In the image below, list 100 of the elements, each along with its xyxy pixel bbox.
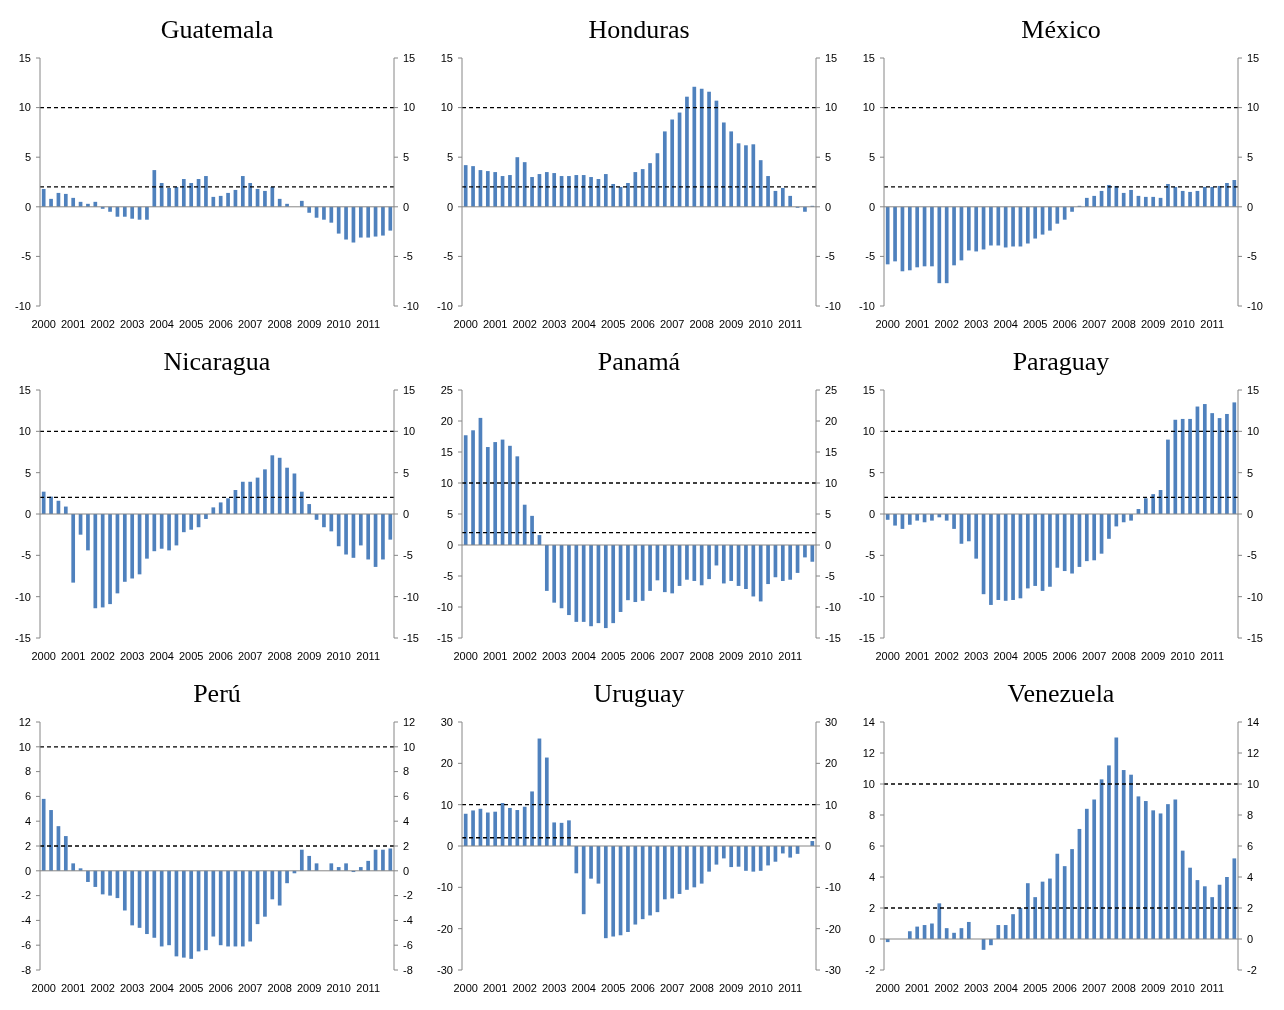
x-tick-label: 2009 bbox=[1140, 318, 1166, 330]
y2-tick-label: 10 bbox=[825, 476, 838, 489]
y2-tick-label: 5 bbox=[1247, 466, 1254, 479]
y2-tick-label: 10 bbox=[825, 101, 838, 114]
y-tick-label: 10 bbox=[18, 740, 31, 753]
x-tick-label: 2007 bbox=[1081, 318, 1107, 330]
x-tick-label: 2011 bbox=[356, 318, 381, 330]
x-tick-label: 2011 bbox=[1200, 982, 1225, 994]
x-tick-label: 2004 bbox=[993, 982, 1018, 994]
y2-tick-label: -10 bbox=[1247, 299, 1263, 312]
x-tick-label: 2002 bbox=[512, 318, 537, 330]
x-tick-label: 2007 bbox=[659, 650, 685, 662]
y2-tick-label: 0 bbox=[403, 864, 410, 877]
y-tick-label: 15 bbox=[440, 445, 453, 458]
x-tick-label: 2007 bbox=[1081, 650, 1107, 662]
x-tick-label: 2009 bbox=[1140, 650, 1166, 662]
y-tick-label: 10 bbox=[862, 101, 875, 114]
x-tick-label: 2009 bbox=[296, 318, 322, 330]
x-tick-label: 2008 bbox=[267, 982, 292, 994]
x-tick-label: 2008 bbox=[689, 650, 714, 662]
y-tick-label: -15 bbox=[437, 631, 453, 644]
y-tick-label: 0 bbox=[446, 200, 453, 213]
x-tick-label: 2003 bbox=[963, 982, 989, 994]
x-tick-label: 2006 bbox=[1052, 318, 1077, 330]
y-tick-label: 4 bbox=[868, 870, 875, 883]
x-tick-label: 2001 bbox=[904, 650, 930, 662]
y2-tick-label: 0 bbox=[403, 507, 410, 520]
x-tick-label: 2006 bbox=[208, 318, 233, 330]
y2-tick-label: 10 bbox=[403, 740, 416, 753]
y-tick-label: 12 bbox=[862, 746, 875, 759]
y2-tick-label: 15 bbox=[825, 51, 838, 64]
chart-title: Venezuela bbox=[1007, 679, 1115, 708]
y2-tick-label: 15 bbox=[403, 51, 416, 64]
x-tick-label: 2009 bbox=[296, 982, 322, 994]
y-tick-label: 15 bbox=[18, 383, 31, 396]
y-tick-label: -10 bbox=[15, 590, 31, 603]
x-tick-label: 2001 bbox=[904, 318, 930, 330]
y-tick-label: 15 bbox=[862, 383, 875, 396]
x-tick-label: 2002 bbox=[512, 982, 537, 994]
y2-tick-label: -15 bbox=[825, 631, 841, 644]
y-tick-label: 5 bbox=[24, 466, 31, 479]
x-tick-label: 2001 bbox=[482, 650, 508, 662]
y2-tick-label: 15 bbox=[825, 445, 838, 458]
y2-tick-label: -30 bbox=[825, 963, 841, 976]
x-tick-label: 2006 bbox=[630, 982, 655, 994]
y2-tick-label: 8 bbox=[1247, 808, 1254, 821]
y-tick-label: -10 bbox=[859, 299, 875, 312]
x-tick-label: 2008 bbox=[689, 318, 714, 330]
chart-title: Nicaragua bbox=[163, 347, 271, 376]
y2-tick-label: -5 bbox=[825, 569, 835, 582]
y-tick-label: 10 bbox=[18, 425, 31, 438]
chart-title: Paraguay bbox=[1012, 347, 1110, 376]
y2-tick-label: -10 bbox=[403, 299, 419, 312]
y2-tick-label: -5 bbox=[825, 250, 835, 263]
y-tick-label: -10 bbox=[437, 881, 453, 894]
y-tick-label: 25 bbox=[440, 383, 453, 396]
x-tick-label: 2007 bbox=[237, 982, 263, 994]
y2-tick-label: 2 bbox=[1247, 901, 1254, 914]
y2-tick-label: 6 bbox=[403, 790, 410, 803]
x-tick-label: 2009 bbox=[296, 650, 322, 662]
y2-tick-label: 0 bbox=[1247, 200, 1254, 213]
y-tick-label: 5 bbox=[446, 151, 453, 164]
x-tick-label: 2000 bbox=[31, 982, 56, 994]
x-tick-label: 2006 bbox=[208, 982, 233, 994]
y2-tick-label: -15 bbox=[1247, 631, 1263, 644]
x-tick-label: 2009 bbox=[718, 650, 744, 662]
x-tick-label: 2008 bbox=[1111, 318, 1136, 330]
x-tick-label: 2000 bbox=[875, 318, 900, 330]
y2-tick-label: -10 bbox=[825, 881, 841, 894]
x-tick-label: 2011 bbox=[778, 650, 803, 662]
y-tick-label: -5 bbox=[443, 250, 453, 263]
y-tick-label: 0 bbox=[446, 839, 453, 852]
y-tick-label: -5 bbox=[21, 250, 31, 263]
y2-tick-label: 10 bbox=[403, 101, 416, 114]
y-tick-label: 5 bbox=[446, 507, 453, 520]
y-tick-label: 15 bbox=[440, 51, 453, 64]
y2-tick-label: -4 bbox=[403, 914, 413, 927]
chart-title: Honduras bbox=[588, 15, 690, 44]
y2-tick-label: 0 bbox=[825, 200, 832, 213]
x-tick-label: 2004 bbox=[149, 318, 174, 330]
x-tick-label: 2003 bbox=[119, 318, 145, 330]
x-tick-label: 2005 bbox=[1022, 318, 1048, 330]
y-tick-label: 10 bbox=[440, 476, 453, 489]
y-tick-label: -5 bbox=[865, 250, 875, 263]
x-tick-label: 2005 bbox=[600, 650, 626, 662]
chart-title: Panamá bbox=[597, 347, 681, 376]
y-tick-label: 0 bbox=[868, 507, 875, 520]
x-tick-label: 2008 bbox=[1111, 982, 1136, 994]
x-tick-label: 2002 bbox=[90, 318, 115, 330]
x-tick-label: 2000 bbox=[453, 982, 478, 994]
y-tick-label: 30 bbox=[440, 715, 453, 728]
x-tick-label: 2001 bbox=[60, 318, 86, 330]
y-tick-label: -10 bbox=[437, 600, 453, 613]
y-tick-label: 10 bbox=[440, 798, 453, 811]
x-tick-label: 2001 bbox=[904, 982, 930, 994]
y2-tick-label: 15 bbox=[1247, 51, 1260, 64]
y2-tick-label: -10 bbox=[403, 590, 419, 603]
x-tick-label: 2011 bbox=[356, 650, 381, 662]
y-tick-label: 0 bbox=[24, 864, 31, 877]
y-tick-label: 10 bbox=[862, 777, 875, 790]
